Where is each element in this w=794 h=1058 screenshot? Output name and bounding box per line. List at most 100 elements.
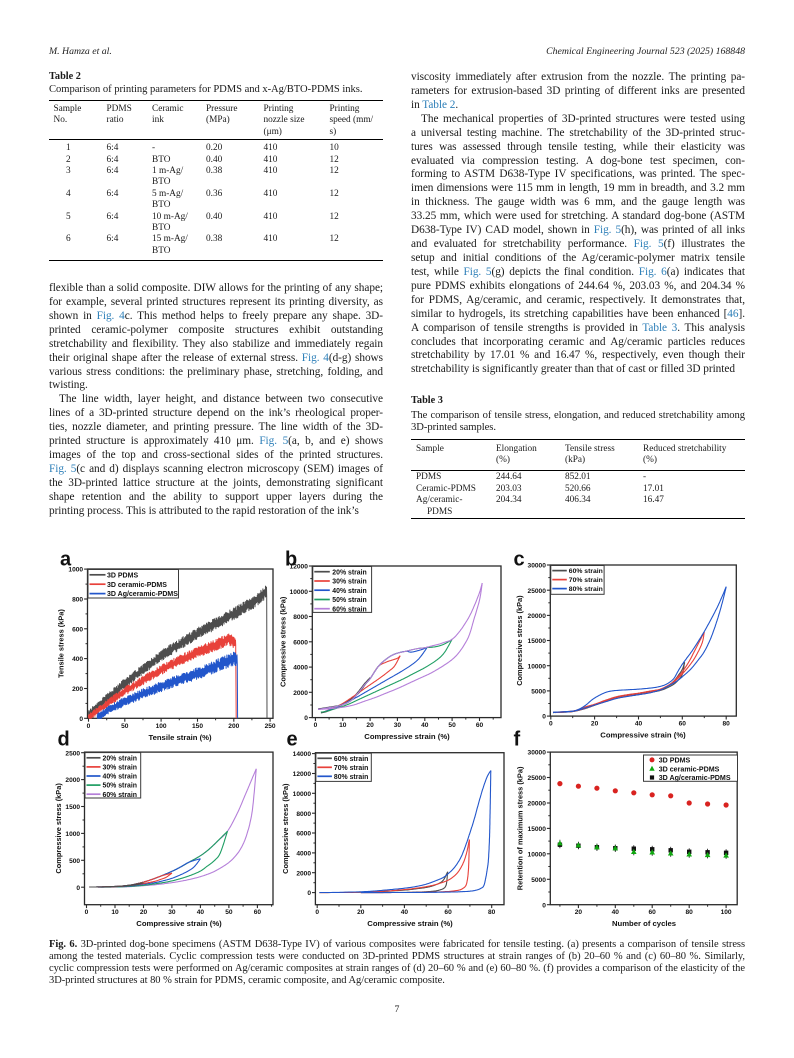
svg-text:15000: 15000: [528, 826, 547, 833]
svg-text:30% strain: 30% strain: [103, 765, 137, 772]
svg-text:50% strain: 50% strain: [103, 783, 137, 790]
svg-text:2500: 2500: [65, 750, 80, 757]
svg-text:0: 0: [76, 885, 80, 892]
svg-text:0: 0: [542, 902, 546, 909]
svg-text:80% strain: 80% strain: [569, 586, 603, 593]
svg-text:Number of cycles: Number of cycles: [612, 919, 676, 928]
svg-text:50: 50: [225, 909, 233, 916]
svg-text:Retention of maximum stress (k: Retention of maximum stress (kPa): [515, 766, 524, 890]
svg-text:0: 0: [315, 909, 319, 916]
svg-text:10000: 10000: [528, 663, 547, 670]
svg-text:20% strain: 20% strain: [332, 569, 366, 576]
svg-text:10000: 10000: [293, 791, 312, 798]
svg-text:60: 60: [649, 909, 657, 916]
svg-text:80: 80: [686, 909, 694, 916]
svg-text:0: 0: [307, 890, 311, 897]
svg-text:40: 40: [421, 722, 429, 729]
svg-text:0: 0: [85, 909, 89, 916]
svg-text:4000: 4000: [293, 665, 308, 672]
svg-text:12000: 12000: [290, 564, 309, 571]
svg-text:d: d: [58, 729, 70, 751]
svg-text:40% strain: 40% strain: [103, 774, 137, 781]
svg-text:30: 30: [394, 722, 402, 729]
svg-text:0: 0: [314, 722, 318, 729]
svg-text:20: 20: [357, 909, 365, 916]
svg-text:Compressive stress (kPa): Compressive stress (kPa): [515, 595, 524, 686]
svg-text:Compressive strain (%): Compressive strain (%): [600, 731, 686, 740]
svg-text:1000: 1000: [68, 567, 83, 574]
svg-text:40: 40: [197, 909, 205, 916]
svg-text:0: 0: [542, 714, 546, 721]
svg-text:50: 50: [448, 722, 456, 729]
svg-text:20000: 20000: [528, 801, 547, 808]
svg-text:30: 30: [168, 909, 176, 916]
svg-text:60: 60: [254, 909, 262, 916]
svg-text:8000: 8000: [296, 811, 311, 818]
svg-text:100: 100: [156, 723, 167, 730]
svg-text:800: 800: [72, 597, 83, 604]
svg-text:200: 200: [228, 723, 239, 730]
svg-text:3D ceramic-PDMS: 3D ceramic-PDMS: [659, 765, 720, 773]
svg-text:40: 40: [635, 721, 643, 728]
svg-text:60% strain: 60% strain: [332, 606, 366, 613]
svg-text:20: 20: [591, 721, 599, 728]
svg-text:e: e: [287, 729, 298, 751]
svg-text:60% strain: 60% strain: [569, 568, 603, 575]
svg-text:50: 50: [121, 723, 129, 730]
svg-text:60: 60: [679, 721, 687, 728]
svg-text:b: b: [285, 549, 297, 571]
svg-text:c: c: [514, 549, 525, 571]
svg-text:2000: 2000: [65, 777, 80, 784]
svg-text:5000: 5000: [531, 689, 546, 696]
svg-text:20: 20: [140, 909, 148, 916]
svg-text:60% strain: 60% strain: [103, 792, 137, 799]
svg-text:3D PDMS: 3D PDMS: [107, 572, 138, 579]
svg-text:Compressive strain (%): Compressive strain (%): [136, 919, 222, 928]
svg-text:0: 0: [79, 716, 83, 723]
svg-text:3D ceramic-PDMS: 3D ceramic-PDMS: [107, 582, 167, 589]
svg-text:50% strain: 50% strain: [332, 597, 366, 604]
svg-text:200: 200: [72, 686, 83, 693]
svg-text:25000: 25000: [528, 588, 547, 595]
svg-text:3D Ag/ceramic-PDMS: 3D Ag/ceramic-PDMS: [107, 591, 178, 598]
svg-text:Compressive stress (kPa): Compressive stress (kPa): [278, 596, 287, 687]
svg-text:5000: 5000: [531, 877, 546, 884]
svg-text:0: 0: [304, 715, 308, 722]
svg-text:150: 150: [192, 723, 203, 730]
svg-text:500: 500: [69, 858, 80, 865]
svg-text:8000: 8000: [293, 614, 308, 621]
svg-text:12000: 12000: [293, 771, 312, 778]
svg-text:250: 250: [265, 723, 276, 730]
svg-text:20: 20: [366, 722, 374, 729]
svg-text:Tensile stress (kPa): Tensile stress (kPa): [57, 609, 66, 678]
svg-text:30000: 30000: [528, 750, 547, 757]
svg-text:40: 40: [401, 909, 409, 916]
svg-text:3D Ag/ceramic-PDMS: 3D Ag/ceramic-PDMS: [659, 774, 731, 782]
svg-text:40: 40: [612, 909, 620, 916]
svg-text:70% strain: 70% strain: [334, 765, 368, 772]
svg-text:100: 100: [721, 909, 732, 916]
svg-text:0: 0: [87, 723, 91, 730]
svg-text:Compressive stress (kPa): Compressive stress (kPa): [281, 783, 290, 874]
svg-text:a: a: [60, 549, 72, 571]
svg-text:2000: 2000: [293, 690, 308, 697]
svg-text:600: 600: [72, 626, 83, 633]
svg-text:80% strain: 80% strain: [334, 774, 368, 781]
svg-text:30000: 30000: [528, 563, 547, 570]
svg-text:70% strain: 70% strain: [569, 577, 603, 584]
svg-text:20000: 20000: [528, 613, 547, 620]
svg-text:14000: 14000: [293, 751, 312, 758]
svg-text:20% strain: 20% strain: [103, 755, 137, 762]
svg-text:15000: 15000: [528, 638, 547, 645]
svg-text:Compressive stress (kPa): Compressive stress (kPa): [54, 783, 63, 874]
svg-text:10000: 10000: [290, 589, 309, 596]
svg-text:10: 10: [111, 909, 119, 916]
svg-text:60: 60: [476, 722, 484, 729]
svg-text:Tensile strain (%): Tensile strain (%): [148, 733, 212, 742]
svg-text:1000: 1000: [65, 831, 80, 838]
svg-text:10000: 10000: [528, 851, 547, 858]
svg-text:3D PDMS: 3D PDMS: [659, 757, 691, 765]
svg-text:10: 10: [339, 722, 347, 729]
svg-text:30% strain: 30% strain: [332, 579, 366, 586]
svg-text:6000: 6000: [296, 831, 311, 838]
